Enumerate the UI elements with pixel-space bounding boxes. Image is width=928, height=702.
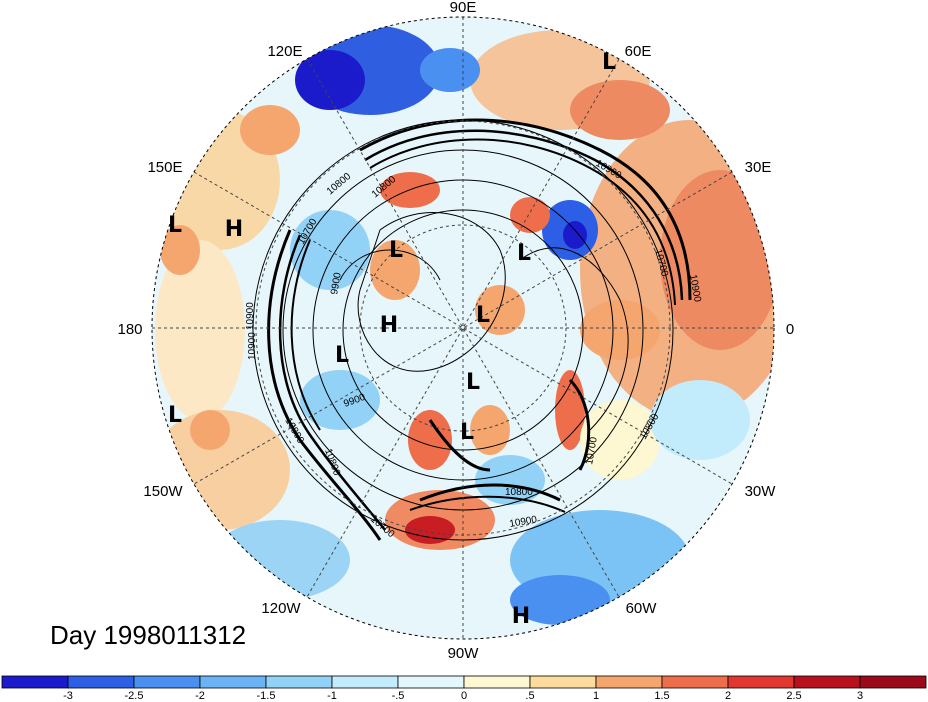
- lon-label-150e: 150E: [147, 159, 182, 176]
- lon-label-150w: 150W: [143, 483, 183, 500]
- low-marker: L: [335, 343, 349, 368]
- contour-label: 10700: [584, 436, 600, 466]
- high-marker: H: [512, 604, 530, 629]
- colorbar-tick-label: 1.5: [654, 690, 669, 702]
- low-marker: L: [517, 241, 531, 266]
- colorbar-tick-label: 1: [593, 690, 599, 702]
- colorbar-tick-label: 0: [461, 690, 467, 702]
- colorbar-tick-label: -1.5: [257, 690, 276, 702]
- low-marker: L: [168, 213, 182, 238]
- colorbar-tick-label: 2: [725, 690, 731, 702]
- graticule: [152, 17, 774, 639]
- day-label: Day 1998011312: [50, 620, 247, 650]
- low-marker: L: [168, 403, 182, 428]
- lon-label-90w: 90W: [448, 645, 480, 662]
- colorbar-tick-label: -1: [327, 690, 337, 702]
- colorbar-swatch: [67, 675, 135, 689]
- contour-label: 10900: [509, 514, 539, 530]
- longitude-labels: 90E 60E 30E 0 30W 60W 90W 120W 150W 180 …: [117, 0, 794, 662]
- lon-label-120w: 120W: [261, 600, 301, 617]
- lon-label-30w: 30W: [745, 483, 777, 500]
- colorbar-swatch: [1, 675, 69, 689]
- colorbar-swatch: [661, 675, 729, 689]
- lon-label-180: 180: [117, 321, 142, 338]
- colorbar-tick-label: -3: [63, 690, 73, 702]
- colorbar-tick-label: 2.5: [786, 690, 801, 702]
- low-marker: L: [460, 420, 474, 445]
- map-boundary: [151, 16, 775, 640]
- colorbar-swatch: [133, 675, 201, 689]
- lon-label-0: 0: [786, 321, 794, 338]
- lon-label-60e: 60E: [625, 43, 652, 60]
- colorbar-swatch: [397, 675, 465, 689]
- colorbar: -3 -2.5 -2 -1.5 -1 -.5 0 .5 1 1.5 2 2.5 3: [1, 675, 927, 702]
- high-marker: H: [225, 217, 243, 242]
- low-marker: L: [602, 50, 616, 75]
- colorbar-tick-label: 3: [857, 690, 863, 702]
- colorbar-swatch: [463, 675, 531, 689]
- low-marker: L: [466, 370, 480, 395]
- contour-label: 10900: [247, 332, 258, 360]
- colorbar-tick-label: -2.5: [125, 690, 144, 702]
- colorbar-tick-label: .5: [525, 690, 534, 702]
- lon-label-30e: 30E: [745, 159, 772, 176]
- colorbar-swatch: [727, 675, 795, 689]
- colorbar-swatch: [265, 675, 333, 689]
- contour-label: 9900: [329, 271, 344, 295]
- colorbar-swatch: [793, 675, 861, 689]
- lon-label-90e: 90E: [450, 0, 477, 16]
- colorbar-swatch: [199, 675, 267, 689]
- low-marker: L: [476, 303, 490, 328]
- colorbar-swatch: [529, 675, 597, 689]
- colorbar-tick-label: -2: [195, 690, 205, 702]
- contour-label: 10900: [687, 274, 703, 304]
- contour-label: 10800: [505, 487, 533, 498]
- colorbar-swatch: [859, 675, 927, 689]
- colorbar-tick-label: -.5: [392, 690, 405, 702]
- lon-label-120e: 120E: [267, 43, 302, 60]
- colorbar-swatch: [595, 675, 663, 689]
- contour-label: 10900: [245, 302, 256, 330]
- colorbar-swatch: [331, 675, 399, 689]
- high-marker: H: [380, 313, 398, 338]
- lon-label-60w: 60W: [626, 600, 658, 617]
- low-marker: L: [389, 238, 403, 263]
- pressure-extrema: L L H L L H L L L L L H: [168, 50, 616, 629]
